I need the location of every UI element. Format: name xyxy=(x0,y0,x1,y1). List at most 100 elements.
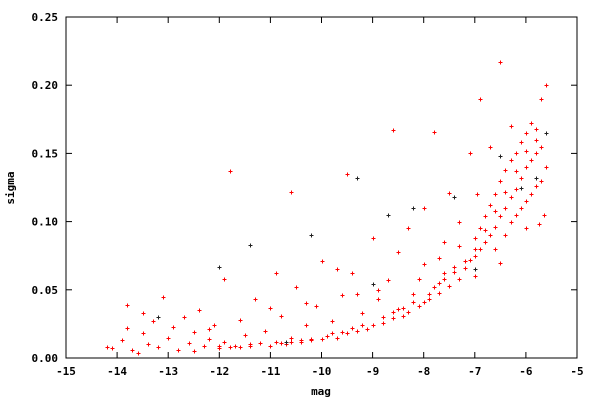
data-point xyxy=(483,228,488,233)
data-point xyxy=(473,236,478,241)
data-point xyxy=(151,319,156,324)
x-tick-label: -9 xyxy=(366,365,379,378)
x-tick-label: -11 xyxy=(260,365,280,378)
data-point xyxy=(161,295,166,300)
data-point xyxy=(141,311,146,316)
data-point xyxy=(509,158,514,163)
data-point xyxy=(125,303,130,308)
y-tick-label: 0.00 xyxy=(32,352,59,365)
data-point xyxy=(519,176,524,181)
data-point xyxy=(534,127,539,132)
data-point xyxy=(417,277,422,282)
data-point xyxy=(432,285,437,290)
data-point xyxy=(299,338,304,343)
data-point xyxy=(141,331,146,336)
data-point xyxy=(483,240,488,245)
data-point xyxy=(437,281,442,286)
data-point xyxy=(125,326,130,331)
data-point xyxy=(233,344,238,349)
data-point xyxy=(488,233,493,238)
x-tick-label: -15 xyxy=(56,365,76,378)
data-point xyxy=(401,306,406,311)
data-point xyxy=(314,304,319,309)
data-point xyxy=(207,337,212,342)
data-point xyxy=(537,222,542,227)
data-point xyxy=(171,325,176,330)
data-point xyxy=(105,345,110,350)
data-point xyxy=(120,338,125,343)
data-point xyxy=(176,348,181,353)
data-point xyxy=(475,192,480,197)
data-point xyxy=(274,340,279,345)
data-point xyxy=(391,316,396,321)
x-tick-label: -12 xyxy=(209,365,229,378)
data-point xyxy=(335,336,340,341)
data-point xyxy=(498,214,503,219)
data-point xyxy=(228,169,233,174)
data-point xyxy=(503,190,508,195)
data-point xyxy=(514,151,519,156)
data-point xyxy=(422,262,427,267)
data-point xyxy=(432,130,437,135)
y-axis-label: sigma xyxy=(4,171,17,204)
data-point xyxy=(524,199,529,204)
data-point xyxy=(289,340,294,345)
data-point xyxy=(294,285,299,290)
data-point xyxy=(427,292,432,297)
data-point xyxy=(514,213,519,218)
data-point xyxy=(309,337,314,342)
data-point xyxy=(406,310,411,315)
data-point xyxy=(396,250,401,255)
data-point xyxy=(493,247,498,252)
data-point xyxy=(253,297,258,302)
data-point xyxy=(524,226,529,231)
data-point xyxy=(503,168,508,173)
data-point xyxy=(509,124,514,129)
data-point xyxy=(503,206,508,211)
data-point xyxy=(427,297,432,302)
data-point xyxy=(514,187,519,192)
data-point xyxy=(447,191,452,196)
data-point xyxy=(524,131,529,136)
data-point xyxy=(146,342,151,347)
data-point xyxy=(355,176,360,181)
data-point xyxy=(207,327,212,332)
data-point xyxy=(519,140,524,145)
data-point xyxy=(457,277,462,282)
x-tick-label: -7 xyxy=(468,365,481,378)
data-point xyxy=(330,319,335,324)
data-point xyxy=(248,243,253,248)
data-point xyxy=(396,307,401,312)
data-point xyxy=(539,97,544,102)
data-point xyxy=(330,331,335,336)
data-point xyxy=(304,301,309,306)
data-point xyxy=(488,145,493,150)
data-point xyxy=(289,336,294,341)
data-point xyxy=(473,274,478,279)
data-point xyxy=(498,154,503,159)
data-point xyxy=(386,213,391,218)
data-point xyxy=(228,345,233,350)
data-point xyxy=(243,333,248,338)
y-tick-label: 0.10 xyxy=(32,216,59,229)
data-point xyxy=(503,233,508,238)
data-point xyxy=(289,190,294,195)
data-point xyxy=(340,293,345,298)
data-point xyxy=(534,138,539,143)
data-point xyxy=(309,233,314,238)
data-point xyxy=(411,292,416,297)
data-point xyxy=(524,149,529,154)
data-point xyxy=(355,329,360,334)
data-point xyxy=(268,344,273,349)
data-point xyxy=(442,240,447,245)
data-point xyxy=(529,192,534,197)
data-point xyxy=(519,206,524,211)
data-point xyxy=(509,220,514,225)
data-point xyxy=(478,97,483,102)
data-point xyxy=(238,345,243,350)
data-point xyxy=(320,337,325,342)
data-point xyxy=(360,323,365,328)
data-point xyxy=(468,258,473,263)
